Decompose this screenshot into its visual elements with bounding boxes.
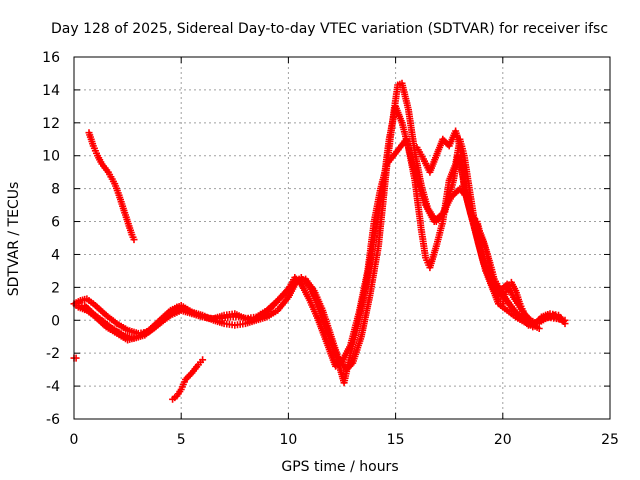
y-tick-label: 4 xyxy=(51,247,60,263)
x-tick-label: 5 xyxy=(177,432,186,448)
y-tick-label: 6 xyxy=(51,215,60,231)
point-markers xyxy=(85,129,138,244)
y-tick-label: 0 xyxy=(51,313,60,329)
x-axis-label: GPS time / hours xyxy=(281,459,398,475)
y-tick-label: 8 xyxy=(51,182,60,198)
x-tick-label: 0 xyxy=(70,432,79,448)
x-tick-label: 15 xyxy=(387,432,405,448)
series-arc-negative-rise xyxy=(169,356,207,403)
x-tick-label: 10 xyxy=(279,432,297,448)
point-markers xyxy=(70,354,80,362)
y-ticks: -6 -4 -2 0 2 4 6 8 10 12 14 16 xyxy=(42,50,610,428)
x-ticks: 0 5 10 15 20 25 xyxy=(70,57,619,448)
point-markers xyxy=(469,213,567,328)
y-tick-label: -4 xyxy=(46,379,60,395)
y-tick-label: 10 xyxy=(42,149,60,165)
series-baseline-c xyxy=(72,102,569,387)
series-arc-steep-decline xyxy=(85,129,138,244)
point-markers xyxy=(72,102,569,387)
data-points xyxy=(70,79,569,403)
y-tick-label: 16 xyxy=(42,50,60,66)
x-tick-label: 20 xyxy=(494,432,512,448)
chart-title: Day 128 of 2025, Sidereal Day-to-day VTE… xyxy=(51,21,608,37)
y-tick-label: -2 xyxy=(46,346,60,362)
y-tick-label: 12 xyxy=(42,116,60,132)
y-tick-label: -6 xyxy=(46,412,60,428)
x-tick-label: 25 xyxy=(601,432,619,448)
plot-frame xyxy=(73,56,611,420)
series-arc-isolated-start xyxy=(70,354,80,362)
y-tick-label: 2 xyxy=(51,280,60,296)
y-tick-label: 14 xyxy=(42,83,60,99)
series-arc-late-peak xyxy=(469,213,567,328)
y-axis-label: SDTVAR / TECUs xyxy=(6,182,22,297)
point-markers xyxy=(169,356,207,403)
